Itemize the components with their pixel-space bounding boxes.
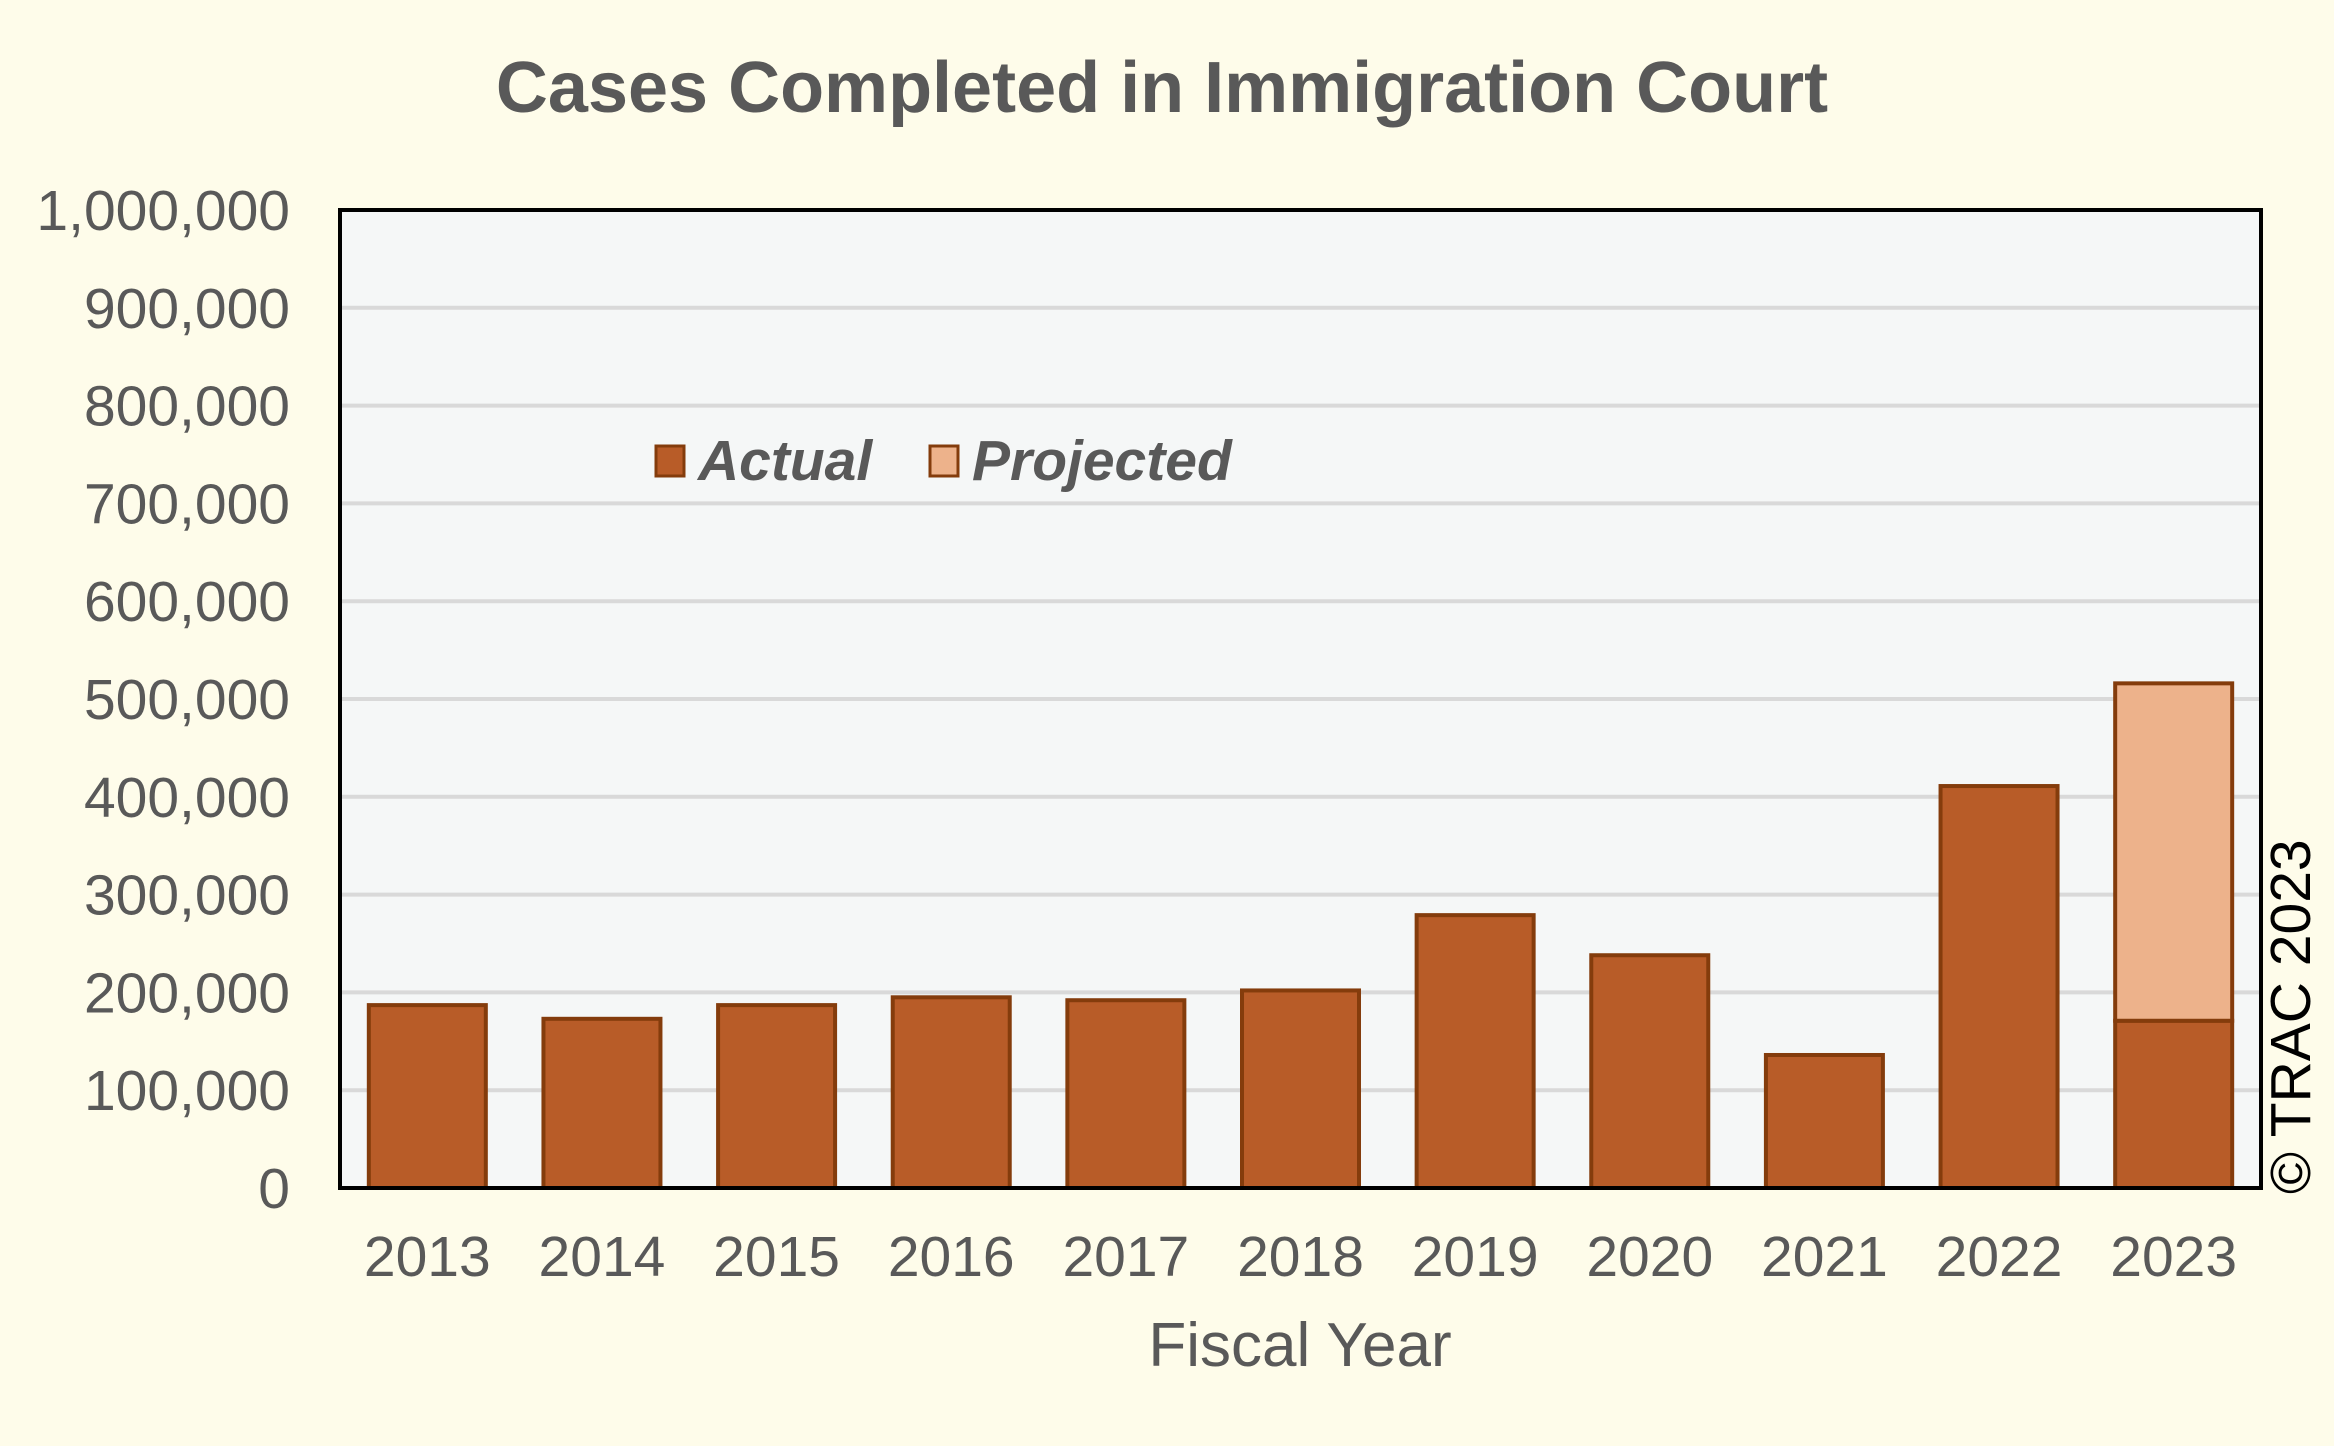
x-tick-label: 2019 <box>1412 1225 1539 1289</box>
x-tick-label: 2017 <box>1062 1225 1189 1289</box>
x-tick-label: 2018 <box>1237 1225 1364 1289</box>
bar-actual-2015 <box>716 1003 838 1191</box>
chart-title: Cases Completed in Immigration Court <box>496 48 1828 128</box>
legend-swatch-projected <box>928 444 960 478</box>
y-tick-labels: 0 100,000 200,000 300,000 400,000 500,000 600,… <box>36 179 290 1221</box>
x-tick-label: 2013 <box>364 1225 491 1289</box>
bar-actual-2021 <box>1763 1052 1885 1190</box>
legend-label-actual: Actual <box>696 429 873 493</box>
bar-actual-2023 <box>2113 1018 2235 1191</box>
y-tick-label: 0 <box>258 1157 290 1221</box>
y-tick-label: 500,000 <box>84 668 290 732</box>
x-tick-labels: 2013 2014 2015 2016 2017 2018 2019 2020 2021 2022… <box>364 1225 2237 1289</box>
y-tick-label: 700,000 <box>84 472 290 536</box>
x-tick-label: 2016 <box>888 1225 1015 1289</box>
bars <box>366 681 2235 1191</box>
copyright-annotation: © TRAC 2023 <box>2259 839 2323 1194</box>
x-tick-label: 2014 <box>539 1225 666 1289</box>
x-axis-title: Fiscal Year <box>1148 1311 1451 1380</box>
bar-actual-2018 <box>1240 988 1361 1190</box>
bar-actual-2017 <box>1065 998 1187 1190</box>
bar-actual-2013 <box>366 1003 488 1191</box>
bar-actual-2022 <box>1938 784 2060 1190</box>
bar-actual-2020 <box>1589 953 1711 1191</box>
y-tick-label: 100,000 <box>84 1059 290 1123</box>
x-tick-label: 2015 <box>713 1225 840 1289</box>
x-tick-label: 2020 <box>1586 1225 1713 1289</box>
x-tick-label: 2023 <box>2110 1225 2237 1289</box>
x-tick-label: 2021 <box>1761 1225 1888 1289</box>
y-tick-label: 300,000 <box>84 864 290 928</box>
bar-actual-2016 <box>890 995 1012 1190</box>
y-tick-label: 200,000 <box>84 961 290 1025</box>
legend-swatch-actual <box>654 444 686 478</box>
y-tick-label: 600,000 <box>84 570 290 634</box>
y-tick-label: 900,000 <box>84 277 290 341</box>
y-tick-label: 400,000 <box>84 766 290 830</box>
bar-actual-2014 <box>541 1016 663 1191</box>
bar-projected-2023 <box>2113 681 2235 1023</box>
y-tick-label: 1,000,000 <box>36 179 290 243</box>
y-tick-label: 800,000 <box>84 375 290 439</box>
legend-label-projected: Projected <box>972 429 1233 493</box>
bar-actual-2019 <box>1414 913 1536 1190</box>
legend: Actual Projected <box>654 429 1233 493</box>
x-tick-label: 2022 <box>1936 1225 2063 1289</box>
